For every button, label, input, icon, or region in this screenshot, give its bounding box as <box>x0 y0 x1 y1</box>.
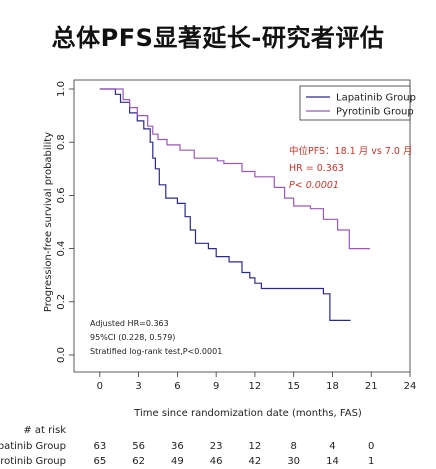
x-tick-label: 9 <box>213 381 219 392</box>
at-risk-value: 30 <box>287 456 300 467</box>
stats-line-1: Adjusted HR=0.363 <box>90 319 169 328</box>
y-axis-title: Progression-free survival probability <box>43 132 54 312</box>
y-tick-label: 0.2 <box>56 294 67 310</box>
at-risk-value: 65 <box>93 456 106 467</box>
at-risk-value: 12 <box>249 441 262 452</box>
x-tick-label: 15 <box>287 381 300 392</box>
median-pfs-annotation: 中位PFS：18.1 月 vs 7.0 月 <box>289 145 412 157</box>
x-tick-label: 0 <box>97 381 103 392</box>
plot-frame <box>73 79 411 373</box>
x-tick-label: 24 <box>404 381 417 392</box>
at-risk-value: 42 <box>249 456 262 467</box>
at-risk-value: 0 <box>368 441 374 452</box>
y-tick-label: 0.4 <box>56 241 67 257</box>
page-title: 总体PFS显著延长-研究者评估 <box>51 24 385 52</box>
at-risk-value: 4 <box>329 441 335 452</box>
at-risk-value: 56 <box>132 441 145 452</box>
at-risk-value: 8 <box>291 441 297 452</box>
at-risk-header: # at risk <box>23 425 66 436</box>
stats-line-3: Stratified log-rank test,P<0.0001 <box>90 347 222 356</box>
y-tick-label: 0.8 <box>56 134 67 150</box>
at-risk-value: 1 <box>368 456 374 467</box>
hr-annotation: HR = 0.363 <box>289 163 344 174</box>
y-tick-label: 0.6 <box>56 187 67 203</box>
annotations: 中位PFS：18.1 月 vs 7.0 月 HR = 0.363 P< 0.00… <box>90 145 412 356</box>
legend: Lapatinib Group Pyrotinib Group <box>299 85 416 121</box>
at-risk-value: 23 <box>210 441 223 452</box>
legend-box <box>299 85 411 121</box>
legend-label: Lapatinib Group <box>336 93 416 104</box>
y-tick-label: 1.0 <box>56 81 67 97</box>
x-axis-title: Time since randomization date (months, F… <box>133 408 362 419</box>
x-tick-label: 12 <box>249 381 262 392</box>
x-tick-label: 3 <box>135 381 141 392</box>
y-tick-label: 0.0 <box>56 347 67 363</box>
legend-label: Pyrotinib Group <box>336 107 414 118</box>
pyrotinib-series-line <box>99 88 370 250</box>
at-risk-value: 36 <box>171 441 184 452</box>
series-lines <box>99 88 370 321</box>
at-risk-row-label: Pyrotinib Group <box>0 456 66 467</box>
at-risk-row-label: Lapatinib Group <box>0 441 66 452</box>
stats-line-2: 95%CI (0.228, 0.579) <box>90 333 175 342</box>
at-risk-value: 62 <box>132 456 145 467</box>
at-risk-value: 49 <box>171 456 184 467</box>
at-risk-table: # at risk Lapatinib Group 63 56 36 23 12 8 4 0 Py… <box>0 425 374 467</box>
axes: 0 3 6 9 12 15 18 21 24 0.0 0.2 0.4 0.6 0.8 1.0 <box>56 79 417 392</box>
x-tick-label: 6 <box>174 381 180 392</box>
at-risk-value: 63 <box>93 441 106 452</box>
x-tick-label: 21 <box>365 381 378 392</box>
lapatinib-series-line <box>99 88 351 321</box>
at-risk-value: 46 <box>210 456 223 467</box>
p-value-annotation: P< 0.0001 <box>289 180 339 191</box>
x-tick-label: 18 <box>326 381 339 392</box>
at-risk-value: 14 <box>326 456 339 467</box>
